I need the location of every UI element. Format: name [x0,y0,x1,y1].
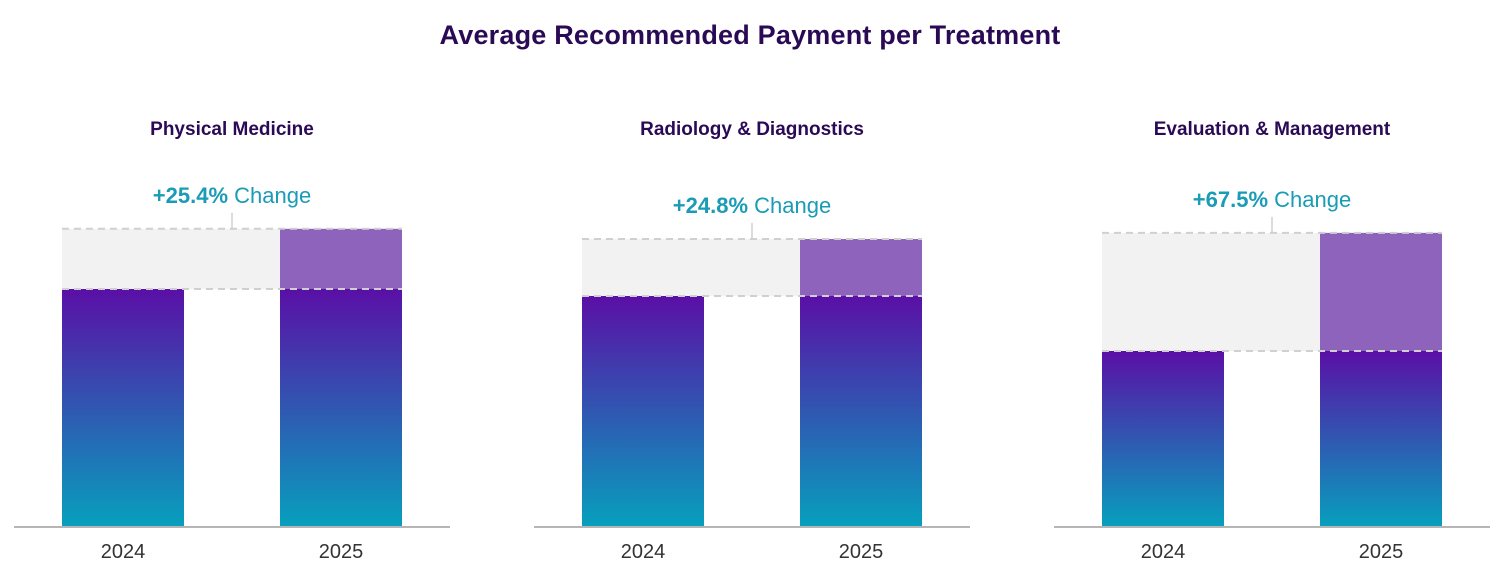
chart-panel-1: Physical Medicine +25.4% Change 2024 2025 [14,119,450,563]
change-annotation: +67.5% Change [1193,187,1351,212]
panel-title: Evaluation & Management [1154,119,1391,140]
bar-2025-base [1320,351,1442,526]
bar-2025-base [280,289,402,526]
bar-2024 [1102,351,1224,526]
change-annotation: +25.4% Change [153,183,311,208]
bar-2024 [582,296,704,526]
change-suffix: Change [228,183,311,208]
x-tick-label: 2025 [1359,541,1404,563]
bar-2025-increase [800,238,922,296]
change-annotation: +24.8% Change [673,193,831,218]
bar-2025-increase [280,228,402,289]
change-suffix: Change [748,193,831,218]
x-tick-label: 2025 [839,541,884,563]
x-tick-label: 2024 [1141,541,1186,563]
change-value: +25.4% [153,183,228,208]
panel-title: Physical Medicine [150,119,314,140]
change-value: +24.8% [673,193,748,218]
bar-2024 [62,289,184,526]
x-tick-label: 2024 [101,541,146,563]
bar-2025-base [800,296,922,526]
change-value: +67.5% [1193,187,1268,212]
chart-panel-2: Radiology & Diagnostics +24.8% Change 2024… [534,119,970,563]
bar-2025-increase [1320,232,1442,351]
x-tick-label: 2024 [621,541,666,563]
chart-panel-3: Evaluation & Management +67.5% Change 2024… [1054,119,1490,563]
panel-title: Radiology & Diagnostics [640,119,864,140]
change-suffix: Change [1268,187,1351,212]
x-tick-label: 2025 [319,541,364,563]
chart-title: Average Recommended Payment per Treatmen… [439,20,1061,50]
